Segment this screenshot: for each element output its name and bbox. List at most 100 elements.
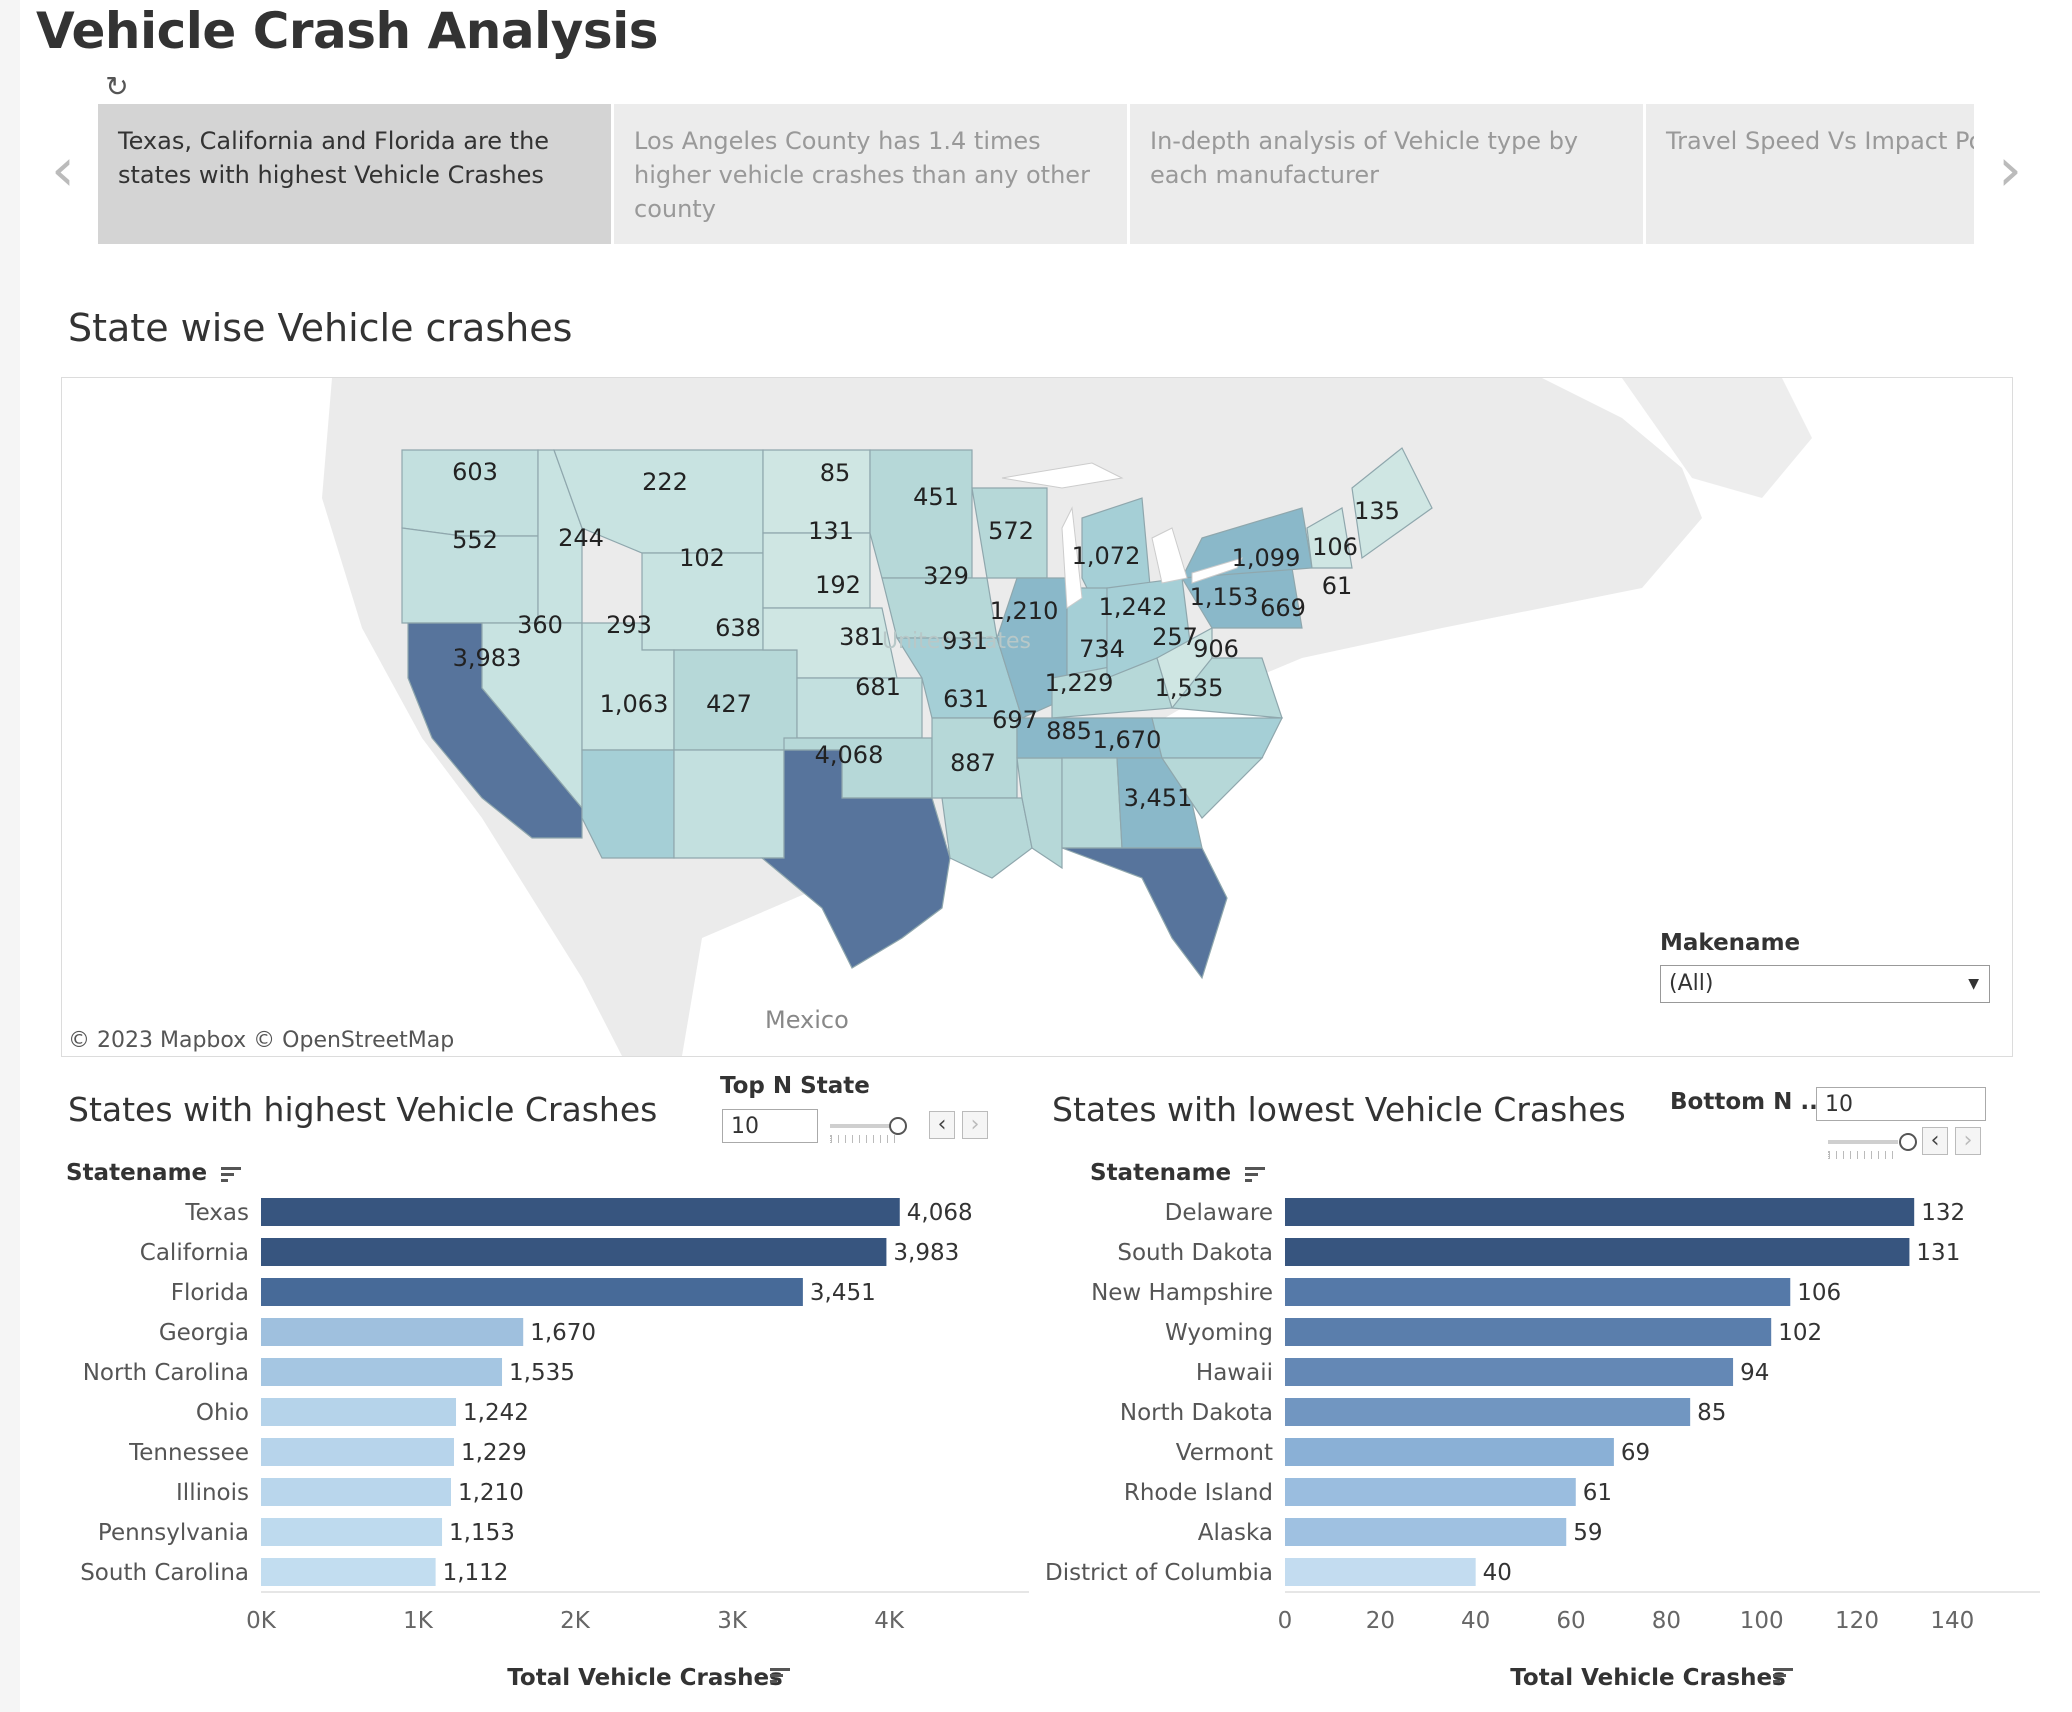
- category-label: Hawaii: [1196, 1360, 1273, 1386]
- makename-dropdown[interactable]: (All) ▼: [1660, 965, 1990, 1003]
- state-AL[interactable]: [1061, 757, 1123, 849]
- bar[interactable]: [1285, 1518, 1567, 1546]
- sort-icon[interactable]: [1245, 1165, 1266, 1183]
- bottom-n-input[interactable]: 10: [1816, 1087, 1986, 1121]
- top-n-slider-track[interactable]: [830, 1124, 900, 1128]
- category-label: Texas: [184, 1200, 249, 1226]
- bottom-n-decrement-button[interactable]: ‹: [1922, 1127, 1948, 1155]
- state-MN[interactable]: [869, 449, 973, 579]
- highest-statename-header[interactable]: Statename: [66, 1160, 242, 1186]
- state-VT[interactable]: [1306, 507, 1353, 569]
- bar-value-label: 85: [1697, 1400, 1726, 1426]
- bar[interactable]: [261, 1318, 524, 1346]
- x-tick-label: 100: [1740, 1608, 1784, 1634]
- bar[interactable]: [1285, 1398, 1691, 1426]
- state-FL[interactable]: [1061, 847, 1228, 980]
- top-n-label: Top N State: [720, 1073, 870, 1099]
- state-ID[interactable]: [537, 449, 583, 624]
- bar-value-label: 1,670: [530, 1320, 596, 1346]
- story-point-1[interactable]: Texas, California and Florida are the st…: [98, 104, 611, 244]
- category-label: Vermont: [1176, 1440, 1273, 1466]
- bar[interactable]: [1285, 1198, 1915, 1226]
- bar[interactable]: [1285, 1438, 1614, 1466]
- state-label-KS: 381: [839, 623, 885, 651]
- top-n-decrement-button[interactable]: ‹: [929, 1111, 955, 1139]
- state-label-GA: 1,670: [1093, 726, 1162, 754]
- bottom-n-slider-knob[interactable]: [1899, 1133, 1917, 1151]
- state-label-WI: 572: [988, 517, 1034, 545]
- state-LA[interactable]: [941, 797, 1033, 879]
- top-n-increment-button[interactable]: ›: [962, 1111, 988, 1139]
- story-point-4[interactable]: Travel Speed Vs Impact Point: [1646, 104, 1974, 244]
- chevron-left-icon[interactable]: ‹: [51, 135, 75, 205]
- top-n-input[interactable]: 10: [722, 1109, 818, 1143]
- state-label-TX: 4,068: [815, 741, 884, 769]
- story-point-3-text: In-depth analysis of Vehicle type by eac…: [1150, 127, 1579, 189]
- left-margin: [0, 0, 20, 1712]
- state-label-ME: 135: [1354, 497, 1400, 525]
- bar-value-label: 4,068: [907, 1200, 973, 1226]
- bar[interactable]: [261, 1438, 454, 1466]
- bar[interactable]: [261, 1518, 443, 1546]
- state-NM[interactable]: [673, 749, 785, 859]
- x-tick-label: 1K: [403, 1608, 434, 1634]
- story-point-2[interactable]: Los Angeles County has 1.4 times higher …: [614, 104, 1127, 244]
- sort-icon[interactable]: [221, 1165, 242, 1183]
- state-label-MI: 1,072: [1072, 542, 1141, 570]
- x-tick-label: 60: [1556, 1608, 1585, 1634]
- bar[interactable]: [261, 1478, 451, 1506]
- category-label: Wyoming: [1165, 1320, 1273, 1346]
- us-state-map[interactable]: United States Mexico 603 552 3,983 244 360 22…: [61, 377, 2013, 1057]
- lake-superior: [1001, 462, 1124, 489]
- bar-value-label: 106: [1797, 1280, 1841, 1306]
- state-IL[interactable]: [996, 577, 1068, 719]
- bottom-n-increment-button[interactable]: ›: [1955, 1127, 1981, 1155]
- state-label-WY: 102: [679, 544, 725, 572]
- state-label-AL: 885: [1046, 717, 1092, 745]
- state-label-MT: 222: [642, 468, 688, 496]
- bar[interactable]: [261, 1358, 503, 1386]
- top-n-slider-knob[interactable]: [889, 1117, 907, 1135]
- bar-value-label: 1,210: [458, 1480, 524, 1506]
- bar[interactable]: [261, 1238, 887, 1266]
- story-point-3[interactable]: In-depth analysis of Vehicle type by eac…: [1130, 104, 1643, 244]
- bottom-n-slider-track[interactable]: [1828, 1140, 1898, 1144]
- bar[interactable]: [261, 1198, 900, 1226]
- category-label: North Dakota: [1120, 1400, 1273, 1426]
- chevron-right-icon[interactable]: ›: [1998, 135, 2022, 205]
- lake-huron: [1151, 527, 1188, 584]
- sort-icon[interactable]: [1773, 1668, 1793, 1683]
- state-label-NE: 192: [815, 571, 861, 599]
- bar[interactable]: [1285, 1238, 1910, 1266]
- lowest-bar-chart[interactable]: 0 20 40 60 80 100 120 140 Delaware 132 South Dakot…: [1040, 1180, 2072, 1712]
- state-AZ[interactable]: [581, 749, 675, 859]
- state-TX[interactable]: [760, 749, 951, 969]
- state-ME[interactable]: [1351, 447, 1433, 560]
- highest-chart-title: States with highest Vehicle Crashes: [68, 1090, 658, 1129]
- bar[interactable]: [261, 1278, 803, 1306]
- bar[interactable]: [1285, 1358, 1734, 1386]
- bar[interactable]: [1285, 1318, 1772, 1346]
- x-tick-label: 140: [1930, 1608, 1974, 1634]
- state-label-TN: 1,229: [1045, 669, 1114, 697]
- highest-bar-chart[interactable]: 0K 1K 2K 3K 4K Texas 4,068 California 3,983 Flori…: [0, 1180, 1040, 1712]
- state-label-WV: 257: [1152, 623, 1198, 651]
- bar[interactable]: [1285, 1558, 1476, 1586]
- bottom-n-slider-ticks: [1828, 1151, 1899, 1159]
- state-NC[interactable]: [1151, 717, 1283, 759]
- lowest-statename-header[interactable]: Statename: [1090, 1160, 1266, 1186]
- bar[interactable]: [1285, 1278, 1791, 1306]
- bar[interactable]: [261, 1398, 457, 1426]
- refresh-icon[interactable]: ↻: [105, 70, 129, 103]
- bar-value-label: 61: [1583, 1480, 1612, 1506]
- state-VA[interactable]: [1170, 657, 1283, 719]
- state-SC[interactable]: [1160, 757, 1264, 819]
- highest-statename-label: Statename: [66, 1160, 208, 1186]
- sort-icon[interactable]: [770, 1668, 790, 1683]
- state-label-FL: 3,451: [1124, 784, 1193, 812]
- bar[interactable]: [261, 1558, 436, 1586]
- makename-dropdown-value: (All): [1669, 971, 1714, 996]
- bar[interactable]: [1285, 1478, 1576, 1506]
- map-title: State wise Vehicle crashes: [68, 306, 573, 350]
- lake-erie: [1191, 557, 1243, 584]
